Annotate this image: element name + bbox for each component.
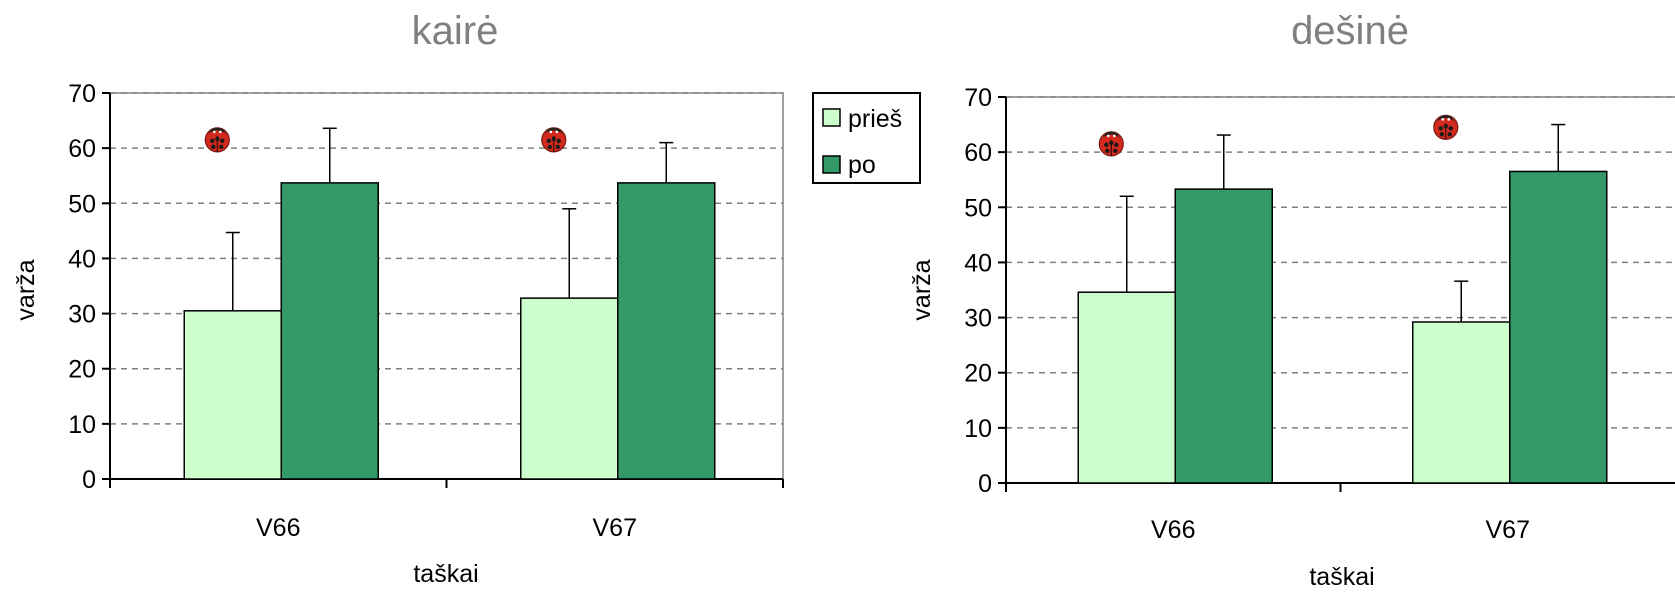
left-bar-pries bbox=[183, 310, 282, 480]
left-y-tick-label: 0 bbox=[82, 466, 96, 494]
ladybug-spot bbox=[555, 144, 560, 150]
left-x-tick-label: V67 bbox=[593, 514, 637, 542]
ladybug-icon bbox=[541, 127, 567, 153]
left-x-tick-label: V66 bbox=[256, 514, 300, 542]
plots: 0 10 20 30 40 50 60 70 V66 V67 0 10 20 30 40 50 60 70 V66 V… bbox=[68, 80, 1675, 544]
right-x-axis-title: taškai bbox=[1309, 563, 1374, 591]
legend: prieš po bbox=[812, 92, 921, 184]
left-y-tick-label: 50 bbox=[68, 190, 96, 218]
ladybug-eye bbox=[555, 130, 559, 134]
ladybug-spot bbox=[556, 138, 561, 144]
left-y-tick-label: 70 bbox=[68, 80, 96, 108]
ladybug-spot bbox=[546, 138, 551, 144]
right-bar-po bbox=[1509, 170, 1608, 484]
ladybug-spot bbox=[551, 136, 556, 142]
ladybug-eye bbox=[1441, 118, 1445, 121]
left-x-axis-title: taškai bbox=[413, 560, 478, 588]
ladybug-spot bbox=[1443, 124, 1448, 129]
ladybug-head bbox=[543, 127, 564, 136]
left-chart: 0 10 20 30 40 50 60 70 V66 V67 bbox=[68, 80, 784, 542]
right-x-tick-label: V67 bbox=[1486, 516, 1530, 544]
left-y-tick-label: 20 bbox=[68, 356, 96, 384]
right-bar-pries bbox=[1412, 321, 1511, 484]
right-y-tick-label: 30 bbox=[964, 305, 992, 333]
right-y-tick-label: 0 bbox=[978, 470, 992, 498]
right-chart-title: dešinė bbox=[1291, 9, 1409, 53]
ladybug-spot bbox=[220, 138, 225, 144]
ladybug-spot bbox=[219, 144, 224, 150]
ladybug-icon bbox=[1433, 114, 1459, 140]
left-y-tick-label: 30 bbox=[68, 301, 96, 329]
right-chart: 0 10 20 30 40 50 60 70 V66 V67 bbox=[964, 84, 1675, 544]
ladybug-head bbox=[1101, 131, 1122, 140]
ladybug-head bbox=[207, 127, 228, 136]
left-y-tick-label: 10 bbox=[68, 411, 96, 439]
legend-label-po: po bbox=[848, 151, 876, 179]
legend-label-pries: prieš bbox=[848, 105, 902, 133]
right-y-axis-title: varža bbox=[908, 259, 936, 320]
left-bar-pries bbox=[520, 297, 619, 480]
ladybug-head bbox=[1435, 115, 1456, 124]
ladybug-spot bbox=[1438, 126, 1443, 131]
ladybug-eye bbox=[218, 130, 222, 134]
ladybug-icon bbox=[1098, 131, 1124, 157]
legend-swatch-pries bbox=[822, 108, 841, 127]
left-y-tick-label: 60 bbox=[68, 135, 96, 163]
left-bar-po bbox=[280, 182, 379, 480]
ladybug-spot bbox=[1447, 132, 1452, 137]
ladybug-eye bbox=[212, 130, 216, 134]
ladybug-spot bbox=[1105, 148, 1110, 154]
right-y-tick-label: 20 bbox=[964, 360, 992, 388]
ladybug-eye bbox=[549, 130, 553, 134]
right-bar-po bbox=[1174, 188, 1273, 484]
ladybug-spot bbox=[1109, 140, 1114, 146]
right-y-tick-label: 10 bbox=[964, 415, 992, 443]
left-y-tick-label: 40 bbox=[68, 245, 96, 273]
ladybug-spot bbox=[547, 144, 552, 150]
left-y-axis-title: varža bbox=[12, 259, 40, 320]
ladybug-spot bbox=[1439, 132, 1444, 137]
ladybug-spot bbox=[210, 138, 215, 144]
right-x-tick-label: V66 bbox=[1151, 516, 1195, 544]
ladybug-spot bbox=[1114, 142, 1119, 148]
ladybug-eye bbox=[1447, 118, 1451, 121]
ladybug-spot bbox=[1113, 148, 1118, 154]
ladybug-icon bbox=[204, 127, 230, 153]
ladybug-eye bbox=[1106, 134, 1110, 138]
right-y-tick-label: 70 bbox=[964, 84, 992, 112]
right-y-tick-label: 40 bbox=[964, 249, 992, 277]
right-bar-pries bbox=[1077, 291, 1176, 484]
right-y-tick-label: 50 bbox=[964, 194, 992, 222]
left-chart-title: kairė bbox=[412, 9, 499, 53]
legend-swatch-po bbox=[822, 155, 841, 174]
ladybug-spot bbox=[215, 136, 220, 142]
ladybug-spot bbox=[1104, 142, 1109, 148]
right-y-tick-label: 60 bbox=[964, 139, 992, 167]
ladybug-spot bbox=[211, 144, 216, 150]
ladybug-spot bbox=[1448, 126, 1453, 131]
left-bar-po bbox=[617, 182, 716, 480]
ladybug-eye bbox=[1112, 134, 1116, 138]
